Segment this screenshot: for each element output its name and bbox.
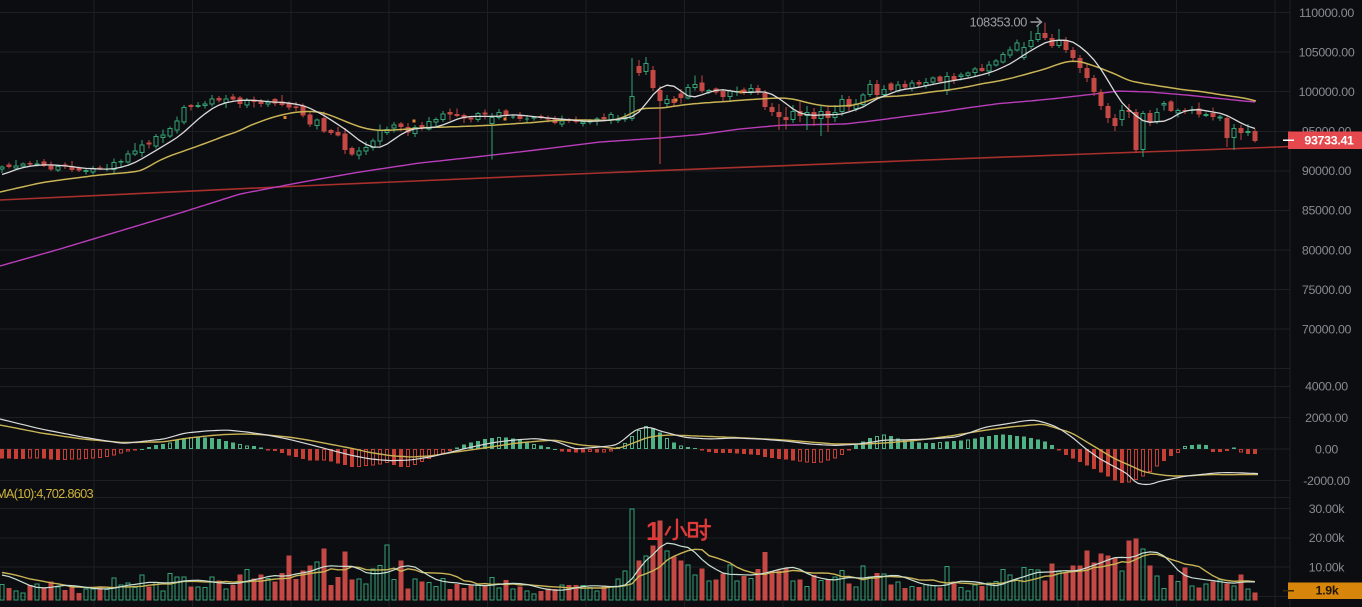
- svg-text:75000.00: 75000.00: [1302, 283, 1352, 297]
- svg-text:-2000.00: -2000.00: [1303, 474, 1350, 488]
- svg-text:30.00k: 30.00k: [1309, 502, 1346, 516]
- svg-text:0.00: 0.00: [1315, 443, 1338, 457]
- svg-text:1.9k: 1.9k: [1316, 584, 1339, 598]
- svg-text:10.00k: 10.00k: [1309, 561, 1346, 575]
- svg-text:100000.00: 100000.00: [1299, 85, 1355, 99]
- svg-text:90000.00: 90000.00: [1302, 164, 1352, 178]
- svg-text:20.00k: 20.00k: [1309, 531, 1346, 545]
- svg-text:93733.41: 93733.41: [1304, 133, 1354, 147]
- svg-text:110000.00: 110000.00: [1299, 6, 1354, 20]
- svg-text:2000.00: 2000.00: [1305, 411, 1348, 425]
- svg-text:108353.00: 108353.00: [970, 15, 1028, 30]
- svg-text:1: 1: [646, 516, 660, 546]
- svg-text:4000.00: 4000.00: [1305, 380, 1348, 394]
- svg-text:105000.00: 105000.00: [1299, 46, 1355, 60]
- svg-text:85000.00: 85000.00: [1302, 204, 1352, 218]
- svg-text:70000.00: 70000.00: [1302, 322, 1352, 336]
- svg-text:80000.00: 80000.00: [1302, 243, 1352, 257]
- svg-text:MA(10):4,702.8603: MA(10):4,702.8603: [0, 486, 93, 501]
